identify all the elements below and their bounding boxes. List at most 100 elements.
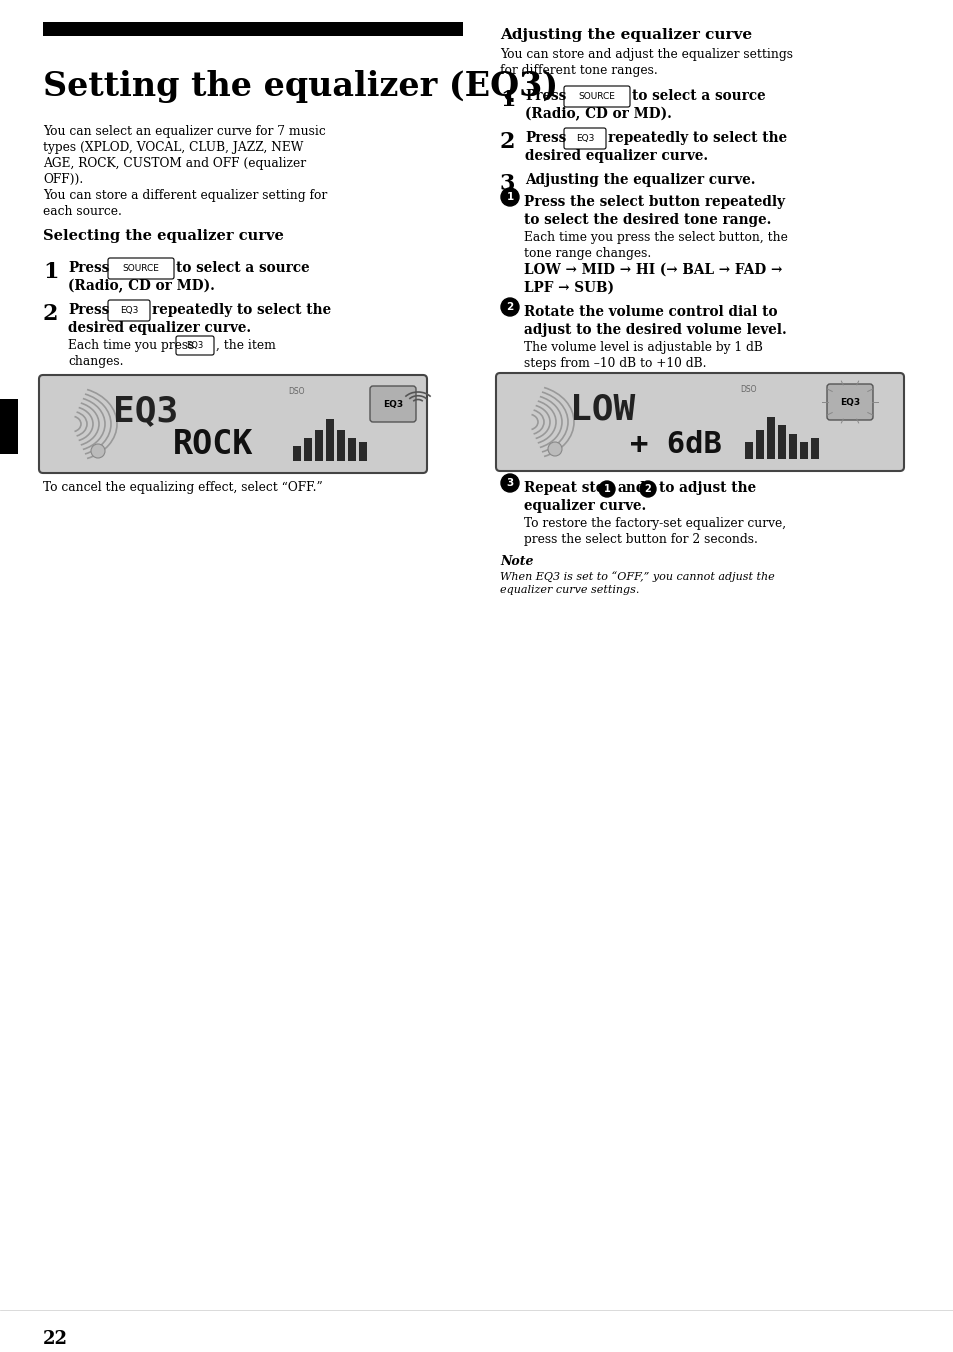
- Bar: [800, 442, 807, 458]
- Text: equalizer curve.: equalizer curve.: [523, 499, 645, 512]
- Circle shape: [547, 442, 561, 456]
- FancyBboxPatch shape: [563, 128, 605, 149]
- Bar: [43, 22, 462, 37]
- Text: LOW: LOW: [569, 392, 635, 426]
- Text: to select a source: to select a source: [175, 261, 310, 274]
- Text: LPF → SUB): LPF → SUB): [523, 281, 614, 295]
- Bar: [744, 442, 752, 458]
- Text: tone range changes.: tone range changes.: [523, 247, 651, 260]
- Text: EQ3: EQ3: [112, 393, 178, 429]
- Text: 2: 2: [506, 301, 513, 312]
- Text: steps from –10 dB to +10 dB.: steps from –10 dB to +10 dB.: [523, 357, 706, 370]
- Text: Setting the equalizer (EQ3): Setting the equalizer (EQ3): [43, 70, 558, 103]
- Bar: [336, 430, 345, 461]
- Text: 3: 3: [499, 173, 515, 195]
- FancyBboxPatch shape: [496, 373, 903, 470]
- Text: EQ3: EQ3: [186, 341, 203, 350]
- Text: ROCK: ROCK: [172, 429, 253, 461]
- Text: adjust to the desired volume level.: adjust to the desired volume level.: [523, 323, 786, 337]
- FancyBboxPatch shape: [370, 387, 416, 422]
- Text: DSO: DSO: [740, 385, 756, 393]
- Text: Press: Press: [68, 303, 110, 316]
- Text: DSO: DSO: [288, 387, 304, 396]
- Text: SOURCE: SOURCE: [578, 92, 615, 101]
- Text: , the item: , the item: [215, 339, 275, 352]
- Bar: [810, 438, 818, 458]
- Text: and: and: [618, 481, 646, 495]
- Text: You can store a different equalizer setting for: You can store a different equalizer sett…: [43, 189, 327, 201]
- Text: to adjust the: to adjust the: [659, 481, 756, 495]
- Text: You can select an equalizer curve for 7 music: You can select an equalizer curve for 7 …: [43, 124, 325, 138]
- Circle shape: [639, 481, 656, 498]
- Text: Press: Press: [524, 89, 566, 103]
- Text: 2: 2: [499, 131, 515, 153]
- Circle shape: [500, 188, 518, 206]
- Bar: [766, 416, 774, 458]
- Text: EQ3: EQ3: [839, 397, 860, 407]
- Bar: [788, 434, 796, 458]
- Text: 2: 2: [644, 484, 651, 493]
- FancyBboxPatch shape: [108, 258, 173, 279]
- Text: Each time you press the select button, the: Each time you press the select button, t…: [523, 231, 787, 243]
- Text: to select the desired tone range.: to select the desired tone range.: [523, 214, 771, 227]
- Text: Press: Press: [68, 261, 110, 274]
- FancyBboxPatch shape: [826, 384, 872, 420]
- Text: 2: 2: [43, 303, 58, 324]
- Text: (Radio, CD or MD).: (Radio, CD or MD).: [68, 279, 214, 293]
- Text: OFF)).: OFF)).: [43, 173, 83, 187]
- Text: You can store and adjust the equalizer settings: You can store and adjust the equalizer s…: [499, 49, 792, 61]
- Bar: [304, 438, 312, 461]
- Bar: [293, 446, 301, 461]
- Text: repeatedly to select the: repeatedly to select the: [152, 303, 331, 316]
- Bar: [0, 399, 18, 454]
- Text: to select a source: to select a source: [631, 89, 765, 103]
- Text: Press: Press: [524, 131, 566, 145]
- Text: Adjusting the equalizer curve: Adjusting the equalizer curve: [499, 28, 751, 42]
- Text: SOURCE: SOURCE: [122, 264, 159, 273]
- Text: types (XPLOD, VOCAL, CLUB, JAZZ, NEW: types (XPLOD, VOCAL, CLUB, JAZZ, NEW: [43, 141, 303, 154]
- Text: desired equalizer curve.: desired equalizer curve.: [524, 149, 707, 164]
- Text: (Radio, CD or MD).: (Radio, CD or MD).: [524, 107, 671, 122]
- Text: 1: 1: [43, 261, 58, 283]
- Text: 1: 1: [603, 484, 610, 493]
- Text: Rotate the volume control dial to: Rotate the volume control dial to: [523, 306, 777, 319]
- Text: Adjusting the equalizer curve.: Adjusting the equalizer curve.: [524, 173, 755, 187]
- Text: for different tone ranges.: for different tone ranges.: [499, 64, 657, 77]
- Text: 3: 3: [506, 479, 513, 488]
- Bar: [358, 442, 367, 461]
- Text: Repeat step: Repeat step: [523, 481, 613, 495]
- Text: each source.: each source.: [43, 206, 122, 218]
- Bar: [314, 430, 323, 461]
- Text: EQ3: EQ3: [576, 134, 594, 143]
- Text: press the select button for 2 seconds.: press the select button for 2 seconds.: [523, 533, 757, 546]
- Text: repeatedly to select the: repeatedly to select the: [607, 131, 786, 145]
- Text: Note: Note: [499, 556, 533, 568]
- Bar: [348, 438, 355, 461]
- Text: Each time you press: Each time you press: [68, 339, 194, 352]
- Bar: [778, 426, 785, 458]
- Text: To cancel the equalizing effect, select “OFF.”: To cancel the equalizing effect, select …: [43, 481, 322, 493]
- Text: Press the select button repeatedly: Press the select button repeatedly: [523, 195, 784, 210]
- Circle shape: [500, 297, 518, 316]
- FancyBboxPatch shape: [175, 337, 213, 356]
- Circle shape: [500, 475, 518, 492]
- Text: changes.: changes.: [68, 356, 123, 368]
- FancyBboxPatch shape: [563, 87, 629, 107]
- Text: + 6dB: + 6dB: [629, 430, 721, 458]
- Text: AGE, ROCK, CUSTOM and OFF (equalizer: AGE, ROCK, CUSTOM and OFF (equalizer: [43, 157, 306, 170]
- FancyBboxPatch shape: [108, 300, 150, 320]
- Text: Selecting the equalizer curve: Selecting the equalizer curve: [43, 228, 284, 243]
- Text: EQ3: EQ3: [120, 306, 138, 315]
- Circle shape: [91, 443, 105, 458]
- Text: EQ3: EQ3: [382, 399, 402, 408]
- Text: 1: 1: [506, 192, 513, 201]
- Text: equalizer curve settings.: equalizer curve settings.: [499, 585, 639, 595]
- Text: desired equalizer curve.: desired equalizer curve.: [68, 320, 251, 335]
- FancyBboxPatch shape: [39, 375, 427, 473]
- Bar: [326, 419, 334, 461]
- Text: When EQ3 is set to “OFF,” you cannot adjust the: When EQ3 is set to “OFF,” you cannot adj…: [499, 571, 774, 581]
- Text: 1: 1: [499, 89, 515, 111]
- Text: LOW → MID → HI (→ BAL → FAD →: LOW → MID → HI (→ BAL → FAD →: [523, 264, 781, 277]
- Circle shape: [598, 481, 615, 498]
- Text: The volume level is adjustable by 1 dB: The volume level is adjustable by 1 dB: [523, 341, 762, 354]
